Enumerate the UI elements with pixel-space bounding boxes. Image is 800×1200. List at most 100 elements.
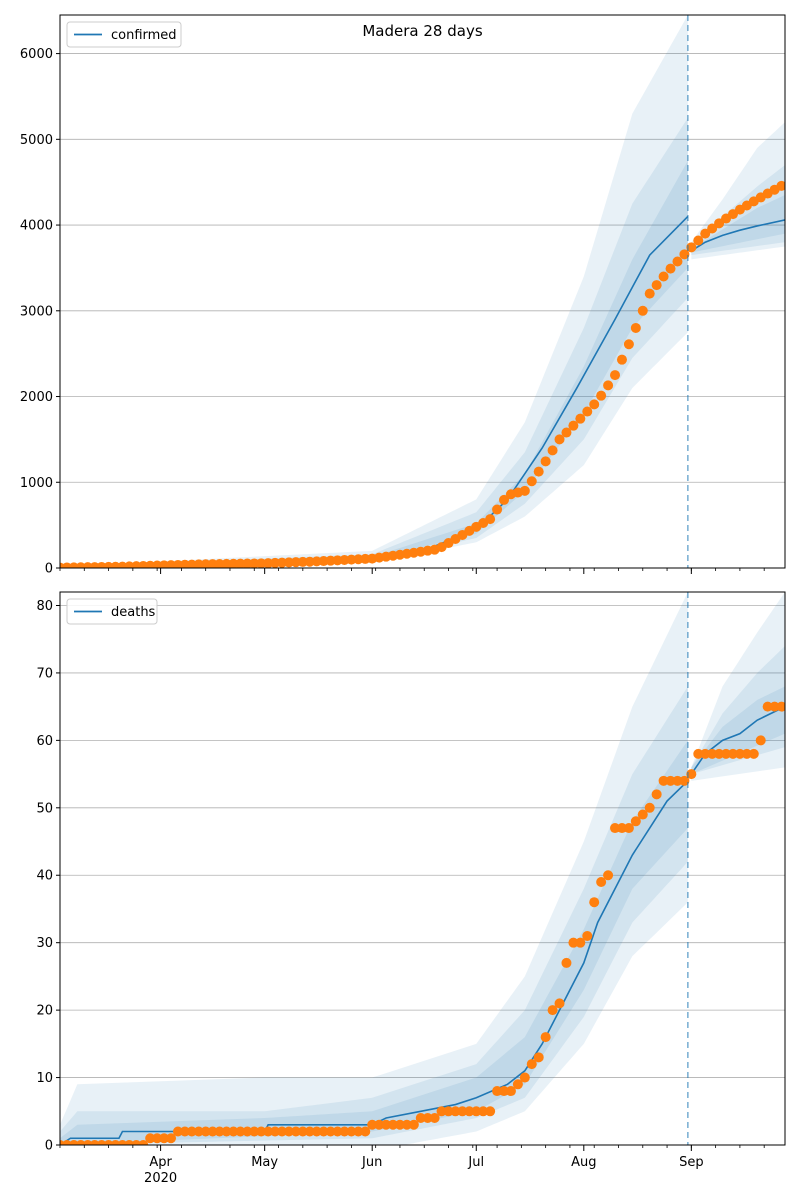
observed-point-68 [526, 476, 537, 487]
observed-point-103 [769, 701, 780, 712]
x-tick-sublabel-0: 2020 [144, 1171, 177, 1186]
observed-point-48 [388, 1119, 399, 1130]
observed-point-72 [554, 434, 565, 445]
x-tick-label-1: May [251, 1155, 278, 1170]
observed-point-80 [610, 370, 621, 381]
y-tick-label-7: 70 [36, 666, 53, 681]
observed-point-41 [339, 1126, 350, 1137]
observed-point-46 [374, 1119, 385, 1130]
observed-point-79 [603, 380, 614, 391]
observed-point-75 [575, 413, 586, 424]
observed-point-78 [596, 876, 607, 887]
observed-point-27 [242, 1126, 253, 1137]
y-tick-label-6: 60 [36, 734, 53, 749]
observed-point-76 [582, 406, 593, 417]
observed-point-68 [526, 1059, 537, 1070]
observed-point-94 [707, 223, 718, 234]
uncertainty-band-0 [60, 15, 785, 568]
observed-point-38 [318, 1126, 329, 1137]
observed-point-32 [277, 1126, 288, 1137]
observed-point-90 [679, 249, 690, 260]
uncertainty-band-0 [60, 592, 785, 1145]
observed-point-26 [235, 1126, 246, 1137]
observed-point-63 [492, 1086, 503, 1097]
axes-frame [59, 591, 786, 1146]
observed-point-104 [776, 701, 785, 712]
y-tick-label-5: 50 [36, 801, 53, 816]
observed-point-83 [630, 816, 641, 827]
observed-point-40 [332, 1126, 343, 1137]
observed-point-95 [714, 748, 725, 759]
y-tick-label-1: 1000 [20, 476, 53, 491]
observed-point-88 [665, 263, 676, 274]
y-tick-label-3: 30 [36, 936, 53, 951]
observed-point-73 [561, 957, 572, 968]
observed-point-91 [686, 242, 697, 253]
observed-point-86 [651, 789, 662, 800]
observed-point-29 [256, 558, 267, 568]
observed-point-30 [263, 1126, 274, 1137]
observed-point-77 [589, 897, 600, 908]
observed-point-19 [186, 1126, 197, 1137]
observed-point-52 [415, 1113, 426, 1124]
x-tick-label-4: Aug [571, 1155, 596, 1170]
observed-point-93 [700, 748, 711, 759]
observed-point-89 [672, 256, 683, 267]
observed-point-102 [762, 701, 773, 712]
observed-point-64 [499, 494, 510, 505]
observed-point-62 [485, 514, 496, 525]
observed-point-65 [505, 1086, 516, 1097]
y-tick-label-6: 6000 [20, 47, 53, 62]
observed-point-82 [623, 339, 634, 350]
observed-point-45 [367, 1119, 378, 1130]
plot-area [60, 15, 785, 568]
observed-series [60, 180, 785, 568]
observed-point-39 [325, 1126, 336, 1137]
observed-point-58 [457, 1106, 468, 1117]
observed-point-61 [478, 1106, 489, 1117]
observed-point-90 [679, 775, 690, 786]
observed-point-88 [665, 775, 676, 786]
uncertainty-band-1 [60, 117, 785, 568]
observed-point-79 [603, 870, 614, 881]
observed-point-80 [610, 823, 621, 834]
observed-point-98 [734, 748, 745, 759]
observed-point-70 [540, 456, 551, 467]
observed-series [60, 701, 785, 1145]
observed-point-96 [721, 748, 732, 759]
legend: confirmed [66, 21, 182, 48]
observed-point-24 [221, 1126, 232, 1137]
observed-point-93 [700, 228, 711, 239]
observed-point-31 [270, 1126, 281, 1137]
observed-point-57 [450, 1106, 461, 1117]
observed-point-69 [533, 466, 544, 477]
observed-point-59 [464, 1106, 475, 1117]
legend-box [66, 21, 182, 48]
plot-area [60, 592, 785, 1145]
observed-point-71 [547, 1005, 558, 1016]
x-tick-label-2: Jun [361, 1155, 382, 1170]
axes-frame [59, 14, 786, 569]
observed-point-36 [304, 1126, 315, 1137]
chart-title: Madera 28 days [362, 22, 482, 40]
observed-point-15 [159, 1133, 170, 1144]
y-tick-label-2: 2000 [20, 390, 53, 405]
legend-box [66, 598, 158, 625]
observed-point-74 [568, 937, 579, 948]
observed-point-34 [290, 1126, 301, 1137]
observed-point-63 [492, 504, 503, 515]
observed-point-85 [644, 288, 655, 299]
observed-point-21 [200, 1126, 211, 1137]
model-line-forecast [690, 219, 785, 252]
observed-point-94 [707, 748, 718, 759]
legend-label: deaths [111, 605, 156, 620]
x-tick-label-5: Sep [679, 1155, 704, 1170]
observed-point-84 [637, 809, 648, 820]
x-tick-label-0: Apr [149, 1155, 172, 1170]
observed-point-17 [172, 1126, 183, 1137]
observed-point-56 [443, 1106, 454, 1117]
y-tick-label-2: 20 [36, 1004, 53, 1019]
y-tick-label-0: 0 [45, 562, 53, 577]
